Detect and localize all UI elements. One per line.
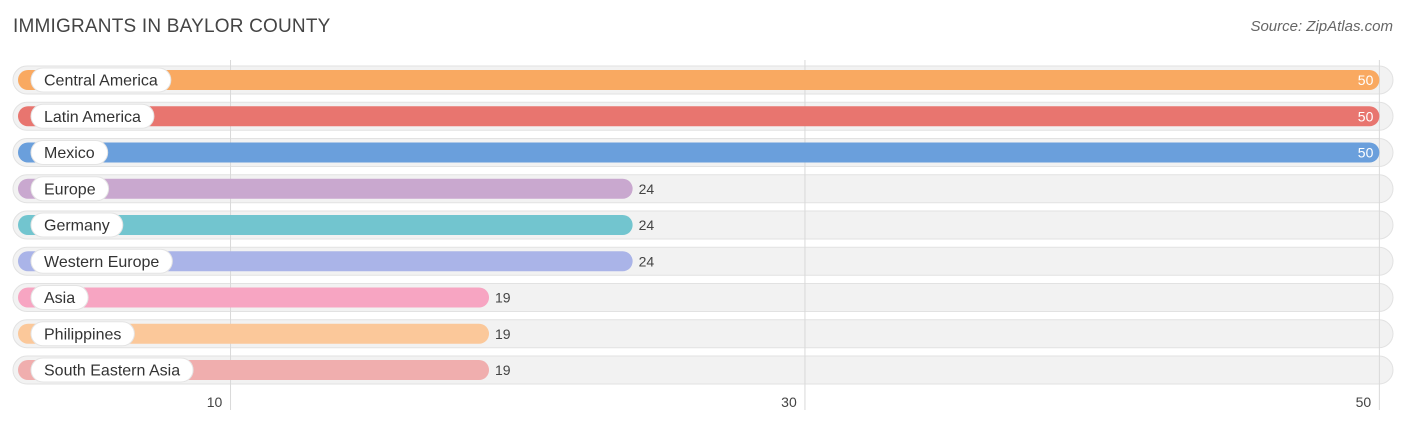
x-tick-label-10: 10 — [207, 394, 223, 410]
category-pill-mexico — [30, 140, 109, 165]
bar-latin-america — [18, 106, 1380, 127]
bar-germany — [18, 215, 633, 235]
value-label-western-europe: 24 — [639, 253, 655, 269]
source-credit: Source: ZipAtlas.com — [1250, 18, 1393, 35]
category-pill-europe — [30, 176, 110, 202]
bar-central-america — [18, 70, 1380, 90]
value-label-europe: 24 — [639, 181, 655, 197]
category-label-western-europe: Western Europe — [44, 254, 159, 271]
bar-mexico — [18, 142, 1380, 163]
category-label-germany: Germany — [44, 218, 110, 235]
category-label-philippines: Philippines — [44, 326, 121, 343]
x-tick-label-30: 30 — [781, 394, 797, 410]
value-label-philippines: 19 — [495, 326, 511, 342]
value-label-latin-america: 50 — [1358, 108, 1374, 124]
bar-asia — [18, 287, 490, 308]
value-label-south-eastern-asia: 19 — [495, 362, 511, 378]
x-tick-label-50: 50 — [1356, 394, 1372, 410]
category-label-latin-america: Latin America — [44, 109, 141, 126]
bar-philippines — [18, 323, 490, 344]
value-label-asia: 19 — [495, 290, 511, 306]
category-label-central-america: Central America — [44, 73, 158, 90]
category-label-south-eastern-asia: South Eastern Asia — [44, 363, 180, 380]
category-pill-philippines — [30, 321, 135, 347]
category-pill-western-europe — [30, 248, 173, 274]
value-label-mexico: 50 — [1358, 145, 1374, 161]
category-pill-asia — [30, 285, 89, 310]
category-label-mexico: Mexico — [44, 145, 95, 162]
category-pill-south-eastern-asia — [30, 357, 194, 383]
value-label-central-america: 50 — [1358, 72, 1374, 88]
chart-title: IMMIGRANTS IN BAYLOR COUNTY — [13, 16, 331, 37]
category-pill-latin-america — [30, 103, 155, 129]
bar-europe — [18, 178, 633, 199]
category-pill-central-america — [30, 67, 172, 93]
value-label-germany: 24 — [639, 217, 655, 233]
category-label-europe: Europe — [44, 181, 96, 198]
category-label-asia: Asia — [44, 290, 75, 307]
category-pill-germany — [30, 212, 124, 238]
